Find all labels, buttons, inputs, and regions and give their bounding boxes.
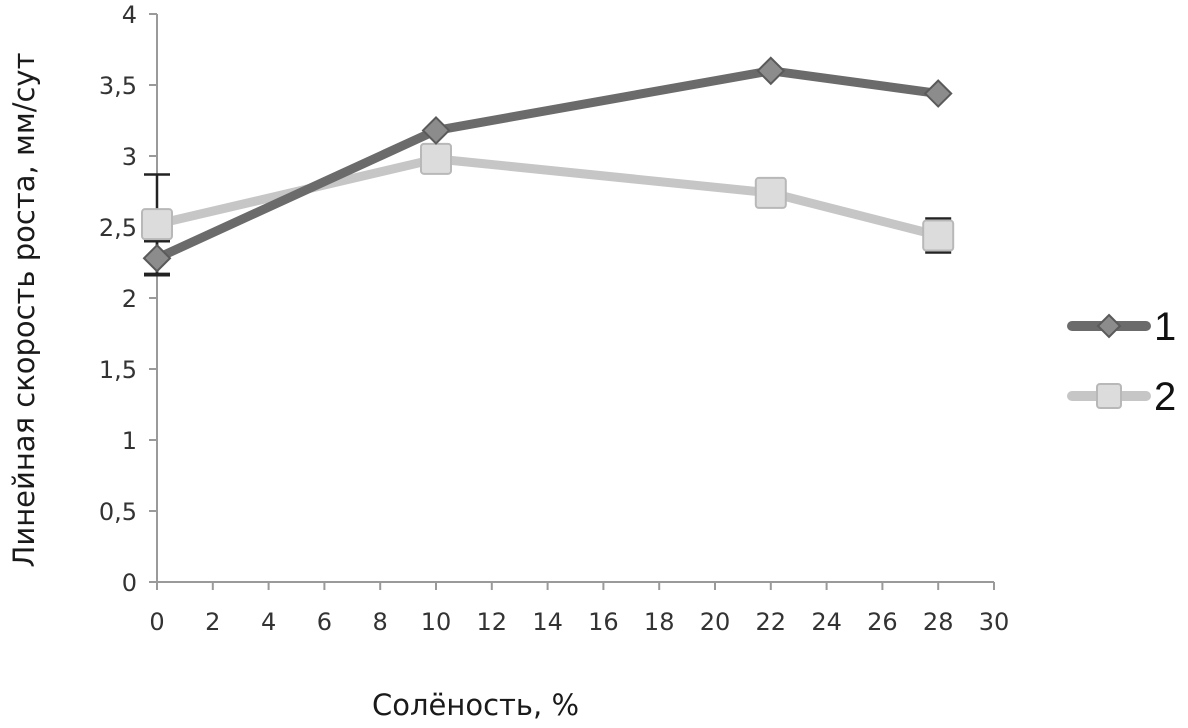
series-1-point	[142, 243, 172, 273]
x-tick-label: 0	[149, 608, 164, 636]
y-tick-label: 0,5	[99, 498, 137, 526]
legend-label-2: 2	[1154, 375, 1176, 419]
series-lines	[152, 66, 943, 263]
y-tick-label: 1,5	[99, 356, 137, 384]
x-tick-label: 16	[588, 608, 619, 636]
x-tick-label: 30	[979, 608, 1010, 636]
series-2-point	[141, 208, 173, 241]
x-tick-label: 6	[317, 608, 332, 636]
legend-marker-1	[1096, 313, 1122, 339]
x-tick-label: 28	[923, 608, 954, 636]
x-axis-title: Солёность, %	[372, 688, 579, 722]
series-2-point	[420, 142, 452, 175]
y-tick-label: 0	[122, 569, 137, 597]
series-line-1	[152, 66, 943, 263]
y-tick-label: 2,5	[99, 214, 137, 242]
axes: 00,511,522,533,540 2 4 6 8 10 12 14 16 18 20 22 24 26…	[99, 1, 1009, 636]
x-tick-label: 18	[644, 608, 675, 636]
x-tick-label: 22	[756, 608, 787, 636]
data-markers	[141, 56, 955, 273]
y-tick-label: 3,5	[99, 72, 137, 100]
y-tick-label: 1	[122, 427, 137, 455]
series-2-point	[754, 176, 787, 209]
series-1-point	[756, 56, 786, 86]
x-tick-label: 4	[261, 608, 276, 636]
x-tick-label: 10	[421, 608, 452, 636]
x-tick-label: 14	[532, 608, 563, 636]
legend-marker-2	[1096, 383, 1122, 409]
series-1-point	[923, 79, 953, 108]
y-tick-label: 2	[122, 285, 137, 313]
legend: 12	[1067, 305, 1176, 419]
x-tick-label: 24	[811, 608, 842, 636]
x-tick-label: 12	[477, 608, 508, 636]
x-tick-label: 20	[700, 608, 731, 636]
legend-label-1: 1	[1154, 305, 1176, 349]
y-tick-label: 3	[122, 143, 137, 171]
y-axis-title: Линейная скорость роста, мм/сут	[7, 52, 41, 567]
series-1-point	[421, 116, 451, 145]
x-tick-label: 2	[205, 608, 220, 636]
series-2-point	[922, 219, 955, 252]
x-tick-label: 8	[373, 608, 388, 636]
y-tick-label: 4	[122, 1, 137, 29]
x-tick-label: 26	[867, 608, 898, 636]
error-bars	[144, 173, 952, 277]
series-line-2	[152, 154, 943, 241]
